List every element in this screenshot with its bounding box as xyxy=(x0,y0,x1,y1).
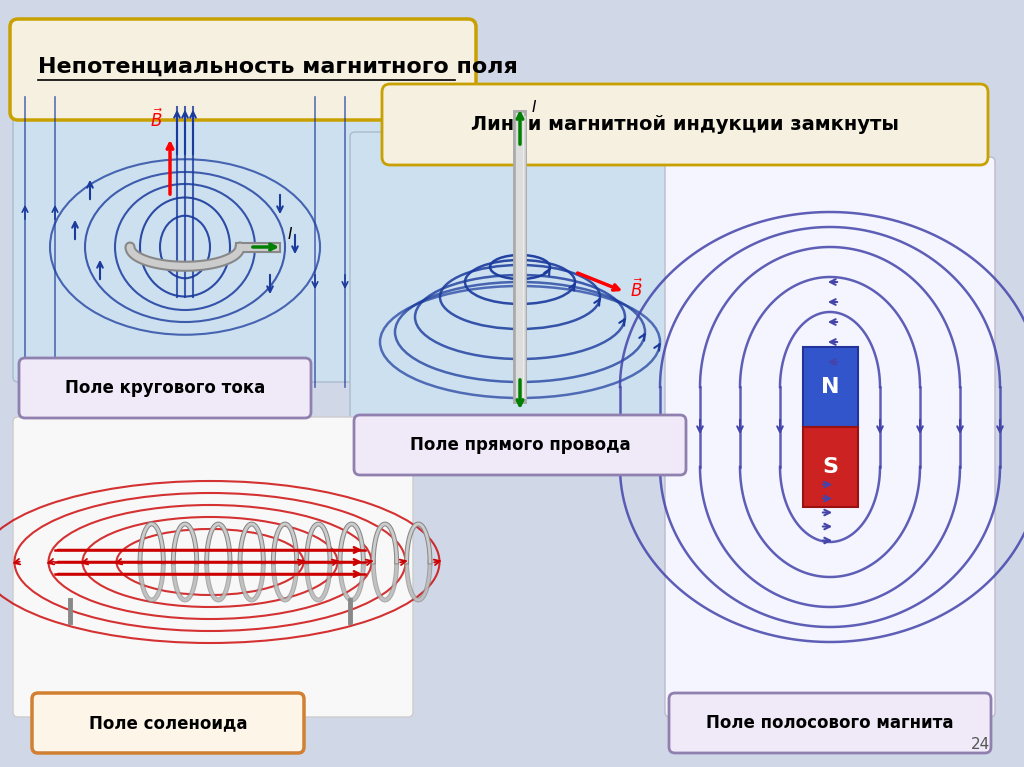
Bar xyxy=(803,347,857,427)
Text: $\vec{B}$: $\vec{B}$ xyxy=(630,278,643,301)
Text: Поле соленоида: Поле соленоида xyxy=(89,714,247,732)
Text: N: N xyxy=(821,377,840,397)
FancyBboxPatch shape xyxy=(19,358,311,418)
Text: Непотенциальность магнитного поля: Непотенциальность магнитного поля xyxy=(38,57,518,77)
Text: Линии магнитной индукции замкнуты: Линии магнитной индукции замкнуты xyxy=(471,115,899,134)
FancyBboxPatch shape xyxy=(13,417,413,717)
Text: I: I xyxy=(288,227,293,242)
Text: 24: 24 xyxy=(971,737,990,752)
FancyBboxPatch shape xyxy=(350,132,690,437)
FancyBboxPatch shape xyxy=(669,693,991,753)
FancyBboxPatch shape xyxy=(32,693,304,753)
Text: Поле прямого провода: Поле прямого провода xyxy=(410,436,631,454)
Text: S: S xyxy=(822,457,838,477)
FancyBboxPatch shape xyxy=(382,84,988,165)
FancyBboxPatch shape xyxy=(665,157,995,717)
FancyBboxPatch shape xyxy=(13,112,403,382)
FancyBboxPatch shape xyxy=(354,415,686,475)
Text: $\vec{B}$: $\vec{B}$ xyxy=(150,108,163,131)
Text: I: I xyxy=(532,100,537,115)
Bar xyxy=(803,427,857,507)
FancyBboxPatch shape xyxy=(10,19,476,120)
Text: Поле кругового тока: Поле кругового тока xyxy=(65,379,265,397)
Text: Поле полосового магнита: Поле полосового магнита xyxy=(707,714,953,732)
